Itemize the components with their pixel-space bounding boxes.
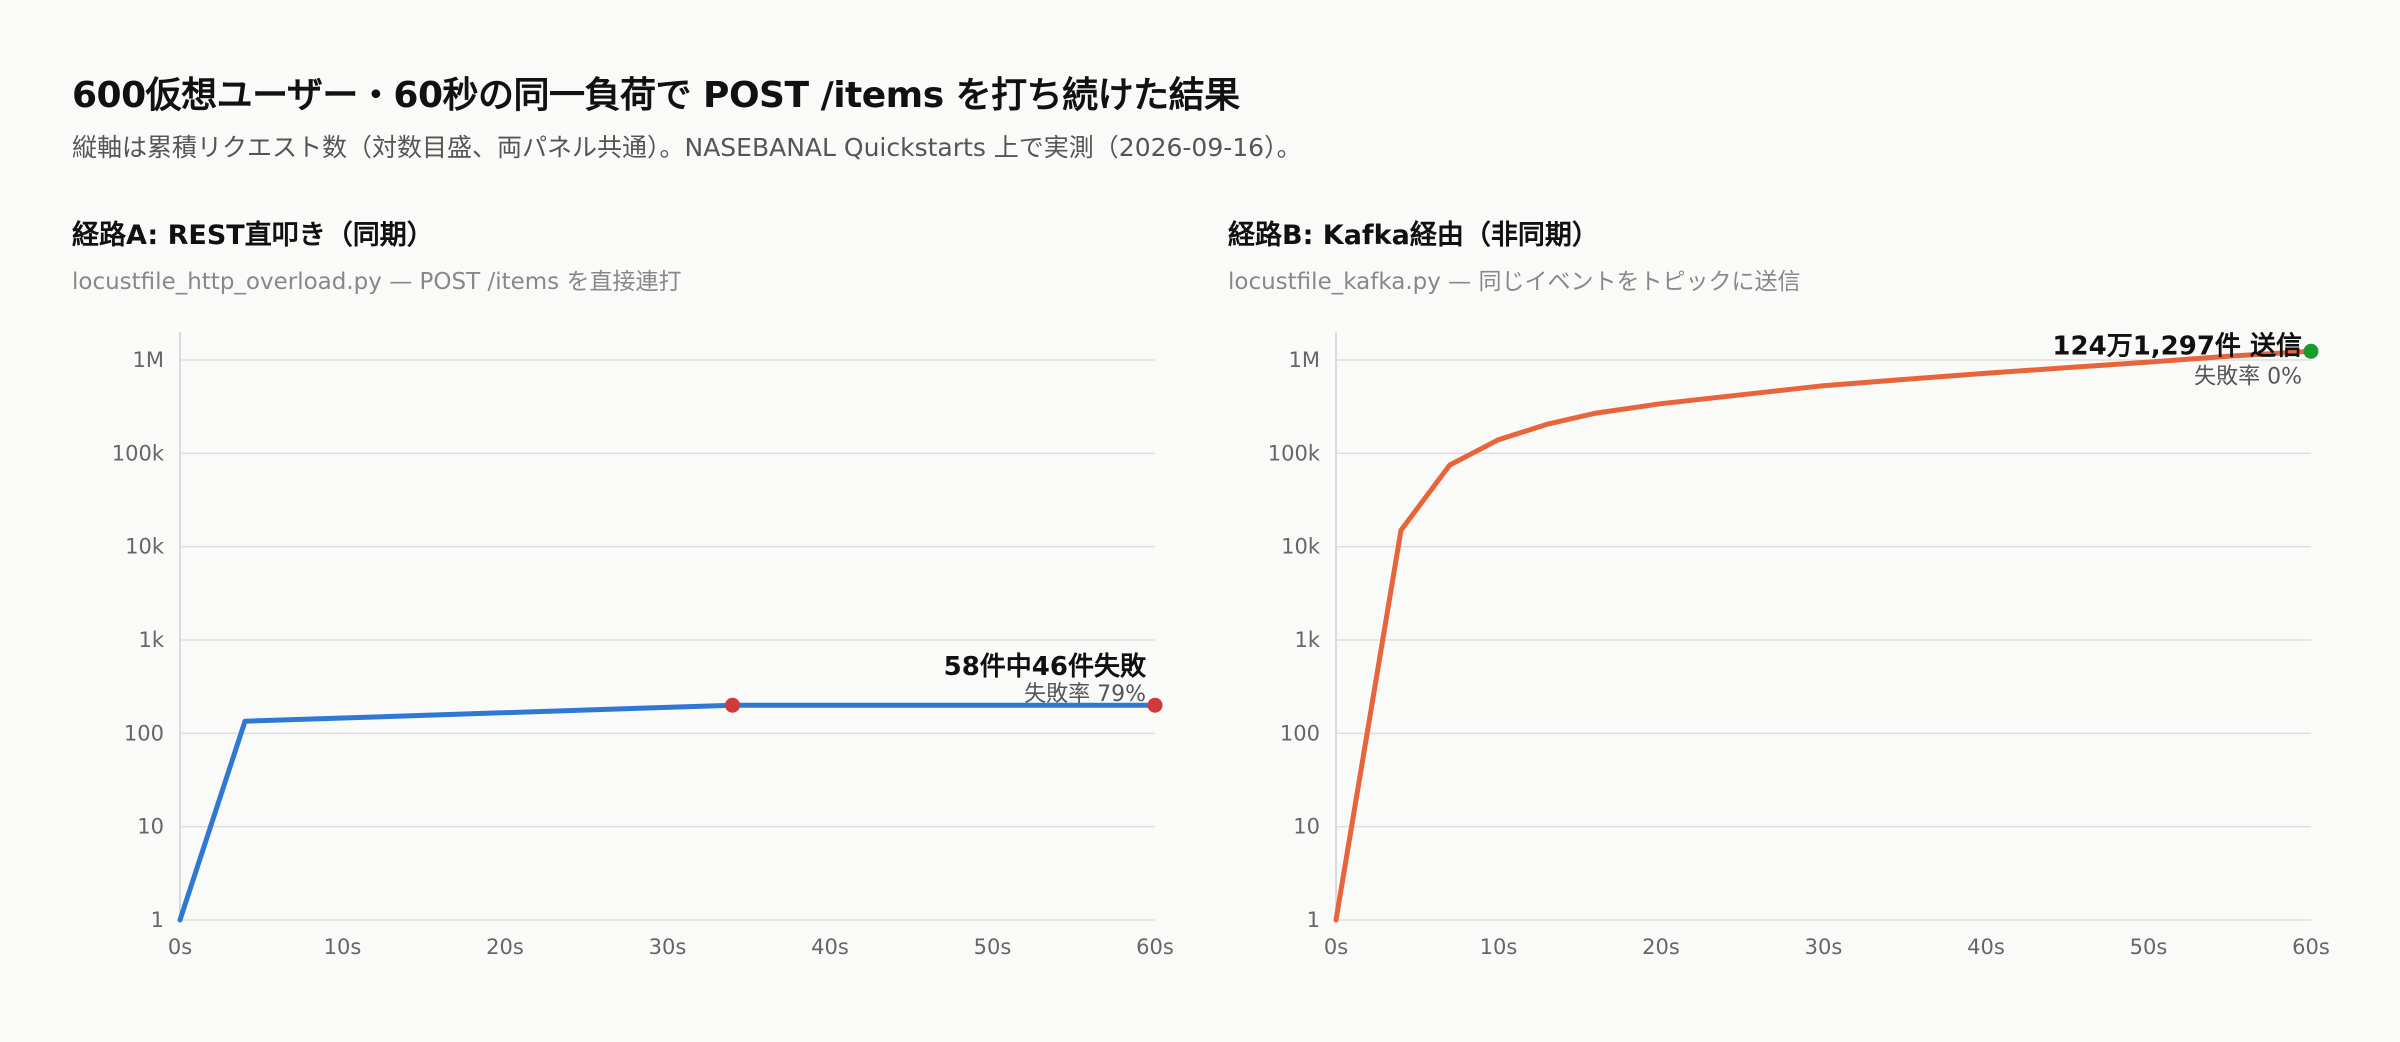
annotation-label: 58件中46件失敗: [944, 651, 1147, 682]
y-tick-label: 1M: [1289, 348, 1320, 372]
panel-b-subtitle: locustfile_kafka.py — 同じイベントをトピックに送信: [1228, 269, 1801, 295]
y-tick-label: 100: [1280, 721, 1320, 745]
panel-a-subtitle: locustfile_http_overload.py — POST /item…: [72, 269, 682, 295]
x-tick-label: 30s: [649, 935, 687, 959]
y-tick-label: 1k: [138, 628, 164, 652]
data-point-marker: [2303, 343, 2319, 359]
data-point-marker: [725, 697, 740, 713]
annotation-sublabel: 失敗率 0%: [2194, 364, 2302, 389]
x-tick-label: 10s: [1480, 935, 1518, 959]
y-tick-label: 1M: [133, 348, 164, 372]
x-tick-label: 0s: [1324, 935, 1348, 959]
series-line: [177, 702, 1158, 923]
y-tick-label: 1k: [1294, 628, 1320, 652]
y-tick-label: 10: [1293, 815, 1320, 839]
x-tick-label: 50s: [974, 935, 1012, 959]
x-tick-label: 40s: [1967, 935, 2005, 959]
y-tick-label: 100k: [1268, 441, 1321, 465]
x-tick-label: 20s: [486, 935, 524, 959]
y-tick-label: 10k: [1281, 535, 1321, 559]
x-tick-label: 30s: [1805, 935, 1843, 959]
y-tick-label: 10k: [125, 535, 165, 559]
data-point-marker: [1147, 697, 1163, 713]
x-tick-label: 60s: [2292, 935, 2330, 959]
page-subtitle: 縦軸は累積リクエスト数（対数目盛、両パネル共通）。NASEBANAL Quick…: [72, 133, 1302, 162]
annotation-sublabel: 失敗率 79%: [1024, 682, 1146, 707]
x-tick-label: 20s: [1642, 935, 1680, 959]
annotation-label: 124万1,297件 送信: [2052, 331, 2302, 361]
x-tick-label: 50s: [2130, 935, 2168, 959]
y-tick-label: 10: [137, 815, 164, 839]
series-line: [1333, 348, 2314, 923]
y-tick-label: 100: [124, 721, 164, 745]
y-tick-label: 1: [1307, 908, 1320, 932]
panel-a-title: 経路A: REST直叩き（同期）: [72, 220, 434, 251]
x-tick-label: 0s: [168, 935, 192, 959]
y-tick-label: 100k: [112, 441, 165, 465]
x-tick-label: 60s: [1136, 935, 1174, 959]
x-tick-label: 40s: [811, 935, 849, 959]
x-tick-label: 10s: [324, 935, 362, 959]
page-title: 600仮想ユーザー・60秒の同一負荷で POST /items を打ち続けた結果: [72, 75, 1240, 116]
y-tick-label: 1: [151, 908, 164, 932]
panel-b-title: 経路B: Kafka経由（非同期）: [1228, 220, 1599, 251]
